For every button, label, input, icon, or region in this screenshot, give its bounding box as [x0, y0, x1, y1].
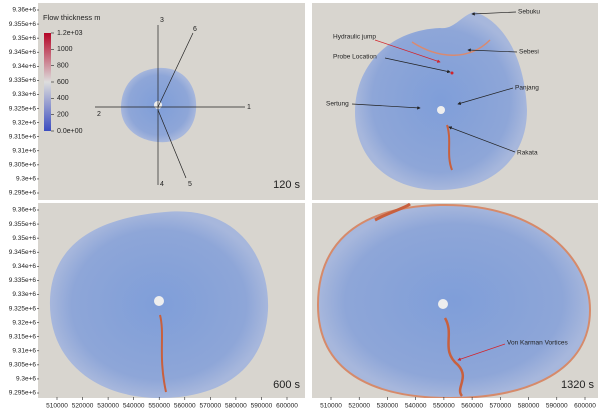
wake: [159, 314, 167, 393]
colorbar-tick-label: 0.0e+00: [57, 128, 83, 135]
y-tick-label: 9.305e+6: [9, 162, 37, 169]
x-tick-label: 550000: [148, 403, 170, 410]
colorbar-tick-label: 400: [57, 95, 69, 102]
colorbar-title: Flow thickness m: [43, 13, 101, 22]
annotation: Von Karman Vortices: [507, 340, 568, 347]
y-tick-label: 9.295e+6: [9, 190, 37, 197]
y-tick-label: 9.325e+6: [9, 305, 37, 312]
x-tick-label: 520000: [348, 403, 370, 410]
y-tick-label: 9.32e+6: [12, 319, 36, 326]
annotation: Probe Location: [333, 54, 377, 61]
y-tick-label: 9.315e+6: [9, 133, 37, 140]
y-tick-label: 9.34e+6: [12, 63, 36, 70]
annotation: Sebesi: [519, 49, 539, 56]
wake: [374, 203, 411, 222]
colorbar-tick-label: 600: [57, 79, 69, 86]
y-tick-label: 9.305e+6: [9, 362, 37, 369]
colorbar-tick-label: 800: [57, 63, 69, 70]
y-tick-label: 9.3e+6: [16, 376, 36, 383]
y-tick-label: 9.34e+6: [12, 263, 36, 270]
transect-label: 6: [193, 26, 197, 33]
annotation: Panjang: [515, 85, 539, 92]
y-tick-label: 9.355e+6: [9, 21, 37, 28]
transect-label: 2: [97, 111, 101, 118]
x-tick-label: 570000: [489, 403, 511, 410]
y-tick-label: 9.31e+6: [12, 347, 36, 354]
x-tick-label: 530000: [377, 403, 399, 410]
colorbar-tick-label: 1.2e+03: [57, 30, 83, 37]
x-tick-label: 510000: [320, 403, 342, 410]
x-tick-label: 600000: [276, 403, 298, 410]
transect-label: 1: [247, 104, 251, 111]
y-tick-label: 9.315e+6: [9, 333, 37, 340]
transect-label: 4: [160, 181, 164, 188]
x-tick-label: 540000: [123, 403, 145, 410]
y-tick-label: 9.33e+6: [12, 91, 36, 98]
x-tick-label: 580000: [518, 403, 540, 410]
colorbar-tick-label: 200: [57, 112, 69, 119]
x-tick-label: 540000: [405, 403, 427, 410]
island: [438, 299, 448, 309]
y-tick-label: 9.335e+6: [9, 277, 37, 284]
y-tick-label: 9.36e+6: [12, 207, 36, 214]
island: [437, 106, 445, 114]
annotation: Sebuku: [518, 9, 540, 16]
x-tick-label: 560000: [174, 403, 196, 410]
x-tick-label: 570000: [199, 403, 221, 410]
annotation: Sertung: [326, 101, 349, 108]
flow-600: [355, 12, 527, 190]
x-tick-label: 520000: [72, 403, 94, 410]
x-tick-label: 530000: [97, 403, 119, 410]
y-tick-label: 9.35e+6: [12, 35, 36, 42]
transect-label: 3: [160, 17, 164, 24]
probe: [450, 71, 454, 75]
x-tick-label: 560000: [461, 403, 483, 410]
x-tick-label: 590000: [546, 403, 568, 410]
y-tick-label: 9.32e+6: [12, 119, 36, 126]
hydraulic-jump: [411, 39, 491, 56]
x-tick-label: 510000: [46, 403, 68, 410]
transect-label: 5: [188, 181, 192, 188]
y-tick-label: 9.295e+6: [9, 390, 37, 397]
annotation: Rakata: [517, 150, 538, 157]
y-tick-label: 9.3e+6: [16, 176, 36, 183]
time-label: 120 s: [273, 179, 300, 191]
flow-extent: [355, 12, 527, 190]
colorbar-tick-label: 1000: [57, 46, 73, 53]
y-tick-label: 9.325e+6: [9, 105, 37, 112]
x-tick-label: 580000: [225, 403, 247, 410]
y-tick-label: 9.36e+6: [12, 7, 36, 14]
y-tick-label: 9.355e+6: [9, 221, 37, 228]
island: [154, 296, 164, 306]
x-tick-label: 590000: [251, 403, 273, 410]
wake: [443, 317, 464, 397]
x-tick-label: 600000: [574, 403, 596, 410]
transects: [95, 25, 245, 185]
y-tick-label: 9.335e+6: [9, 77, 37, 84]
time-label: 600 s: [273, 379, 300, 391]
y-tick-label: 9.345e+6: [9, 49, 37, 56]
time-label: 1320 s: [561, 379, 595, 391]
y-tick-label: 9.35e+6: [12, 235, 36, 242]
y-tick-label: 9.345e+6: [9, 249, 37, 256]
y-tick-label: 9.31e+6: [12, 147, 36, 154]
flow-1320: [316, 203, 592, 398]
colorbar: Flow thickness m: [43, 13, 101, 131]
flow-extent: [316, 203, 592, 398]
wake: [446, 124, 453, 171]
flow-per: [49, 211, 269, 398]
y-tick-label: 9.33e+6: [12, 291, 36, 298]
annotation: Hydraulic jump: [333, 34, 376, 41]
x-tick-label: 550000: [433, 403, 455, 410]
colorbar-ramp: [44, 33, 51, 131]
annotation-arrows: [351, 11, 518, 361]
